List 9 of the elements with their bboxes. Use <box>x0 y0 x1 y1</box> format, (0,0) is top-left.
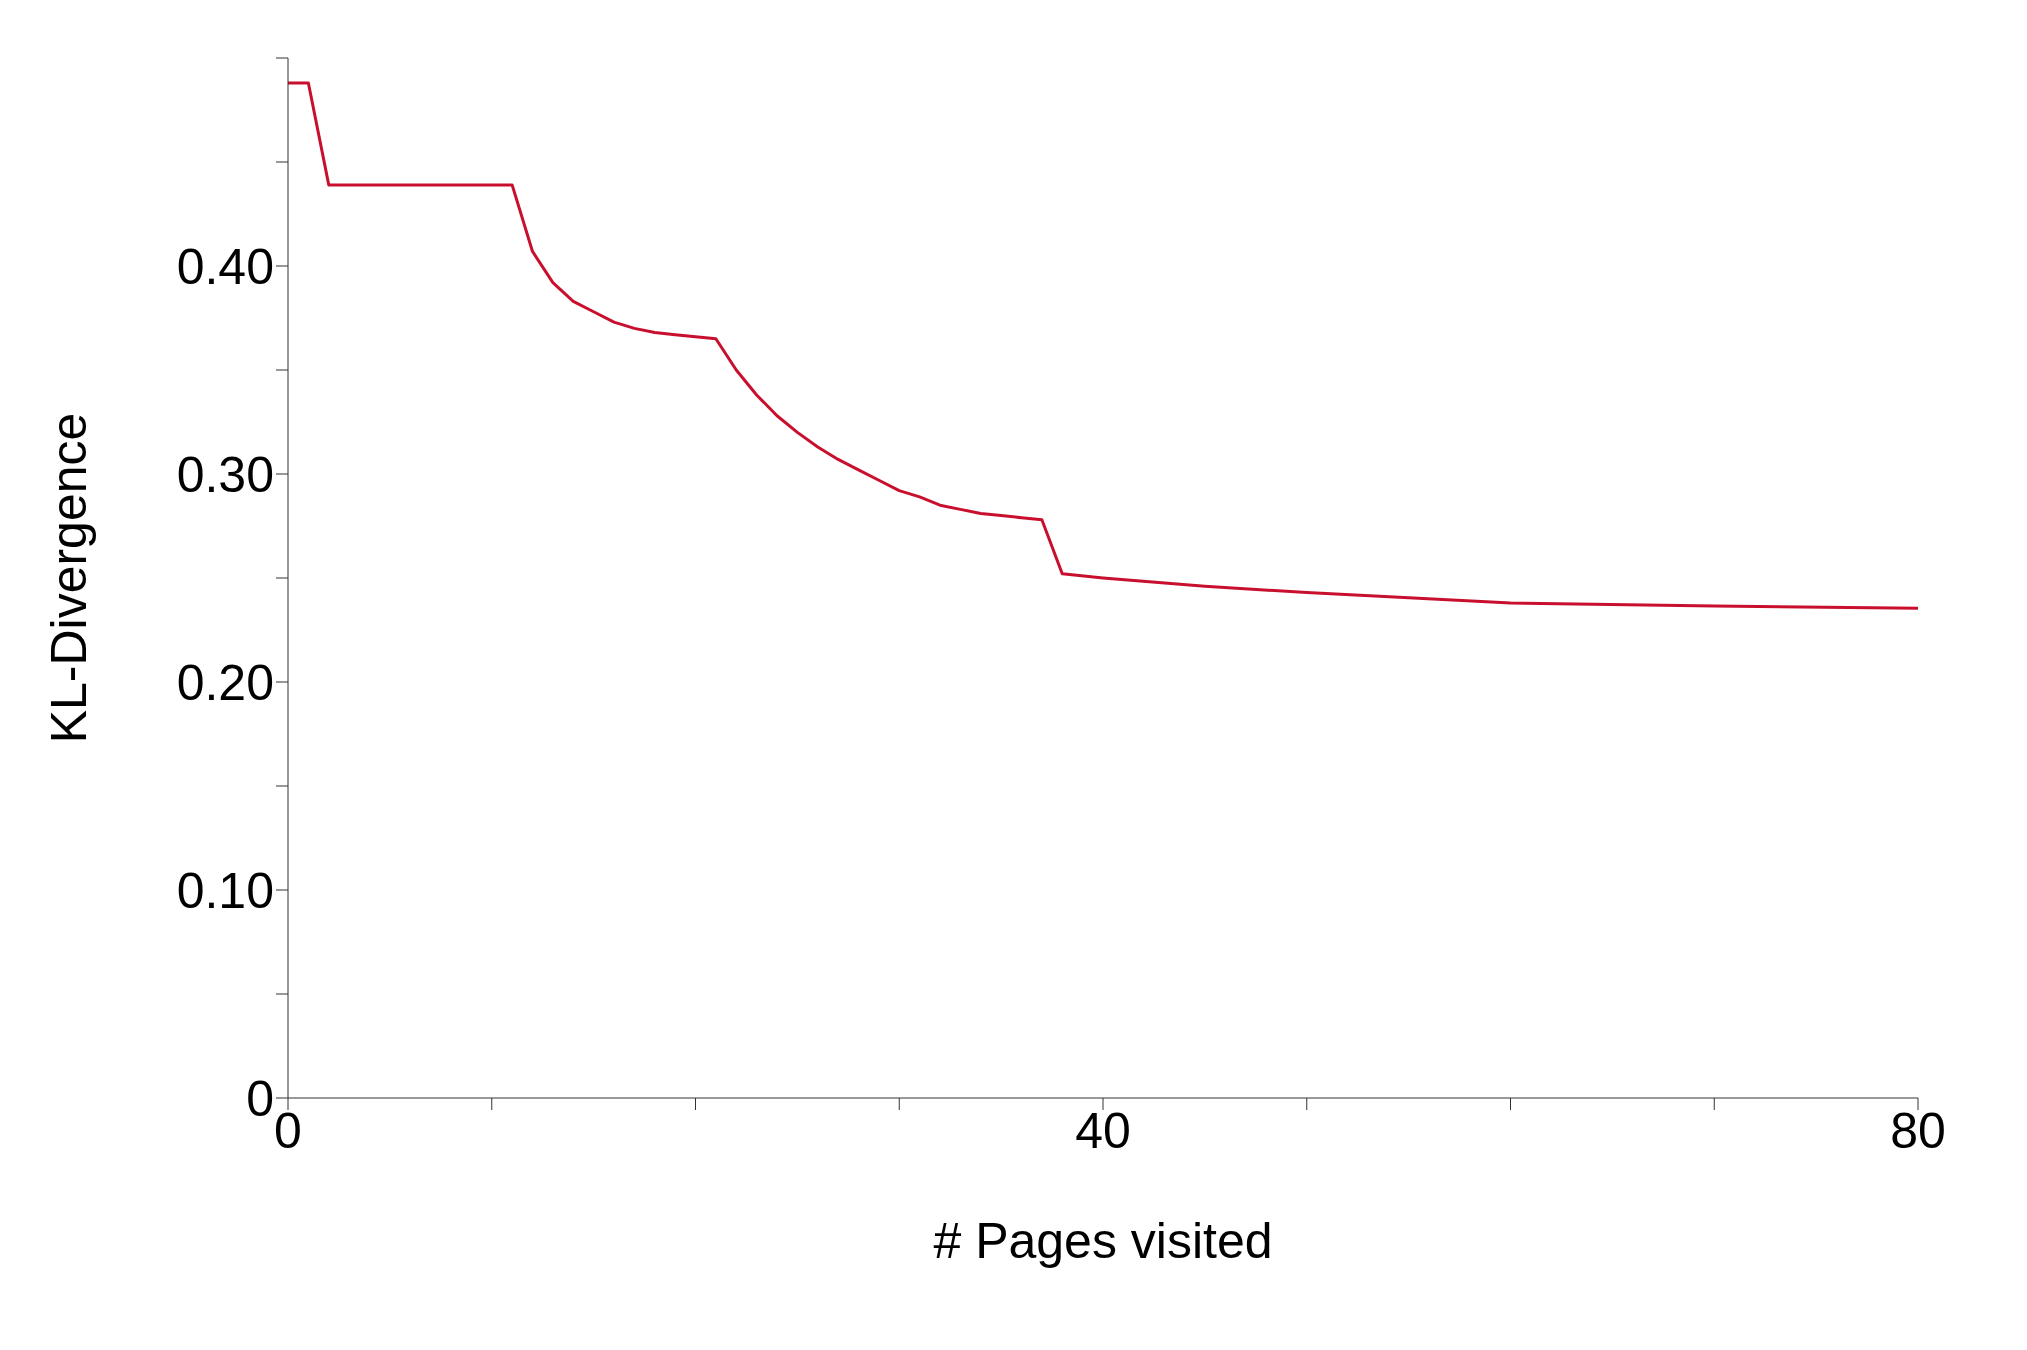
y-tick-label: 0.40 <box>176 238 274 295</box>
x-axis-title: # Pages visited <box>933 1213 1273 1269</box>
line-series <box>288 81 1918 610</box>
y-tick-label: 0.10 <box>176 862 274 919</box>
y-tick-label: 0.20 <box>176 654 274 711</box>
x-tick-label: 80 <box>1890 1102 1946 1159</box>
x-tick-label: 40 <box>1075 1102 1131 1159</box>
y-tick-label: 0.30 <box>176 446 274 503</box>
y-axis-title: KL-Divergence <box>40 412 97 744</box>
